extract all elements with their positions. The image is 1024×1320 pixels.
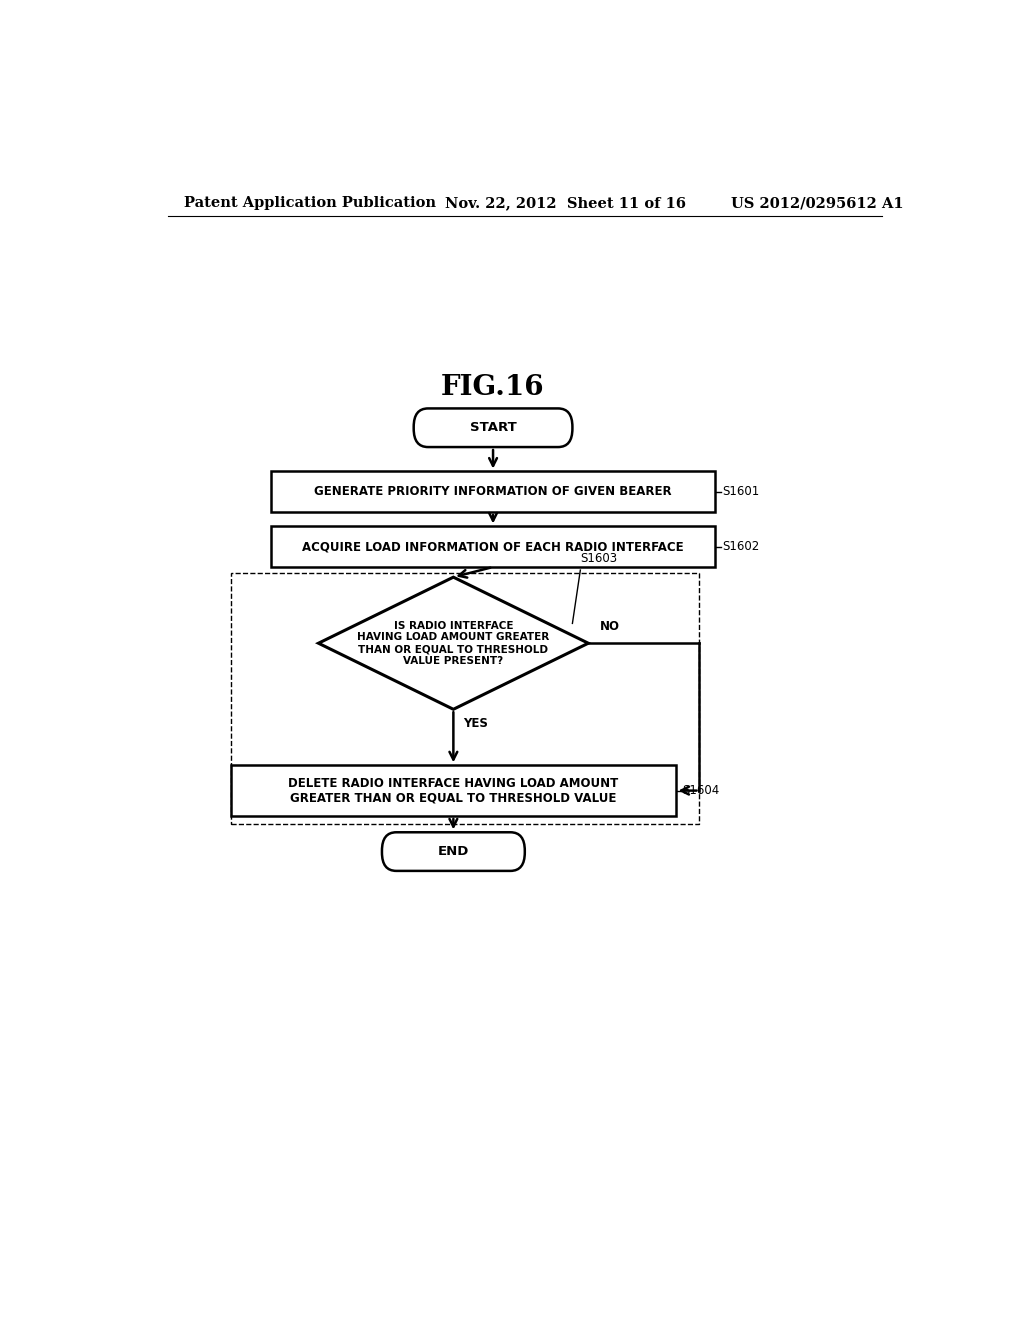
Text: US 2012/0295612 A1: US 2012/0295612 A1 [731,197,904,210]
Polygon shape [318,577,588,709]
Bar [270,471,715,512]
Text: IS RADIO INTERFACE
HAVING LOAD AMOUNT GREATER
THAN OR EQUAL TO THRESHOLD
VALUE P: IS RADIO INTERFACE HAVING LOAD AMOUNT GR… [357,620,550,665]
Text: YES: YES [463,718,487,730]
Bar [231,573,699,824]
Text: ACQUIRE LOAD INFORMATION OF EACH RADIO INTERFACE: ACQUIRE LOAD INFORMATION OF EACH RADIO I… [302,540,684,553]
Text: S1602: S1602 [722,540,760,553]
FancyBboxPatch shape [382,833,524,871]
Text: START: START [470,421,516,434]
Text: DELETE RADIO INTERFACE HAVING LOAD AMOUNT
GREATER THAN OR EQUAL TO THRESHOLD VAL: DELETE RADIO INTERFACE HAVING LOAD AMOUN… [288,776,618,805]
Text: S1601: S1601 [722,486,760,498]
Bar [270,527,715,568]
Text: S1604: S1604 [683,784,720,797]
Text: FIG.16: FIG.16 [441,374,545,400]
FancyBboxPatch shape [414,408,572,447]
Text: S1603: S1603 [581,552,617,565]
Text: GENERATE PRIORITY INFORMATION OF GIVEN BEARER: GENERATE PRIORITY INFORMATION OF GIVEN B… [314,486,672,498]
Text: NO: NO [600,620,621,634]
Text: END: END [437,845,469,858]
Text: Nov. 22, 2012  Sheet 11 of 16: Nov. 22, 2012 Sheet 11 of 16 [445,197,686,210]
Text: Patent Application Publication: Patent Application Publication [183,197,435,210]
Bar [231,766,676,816]
